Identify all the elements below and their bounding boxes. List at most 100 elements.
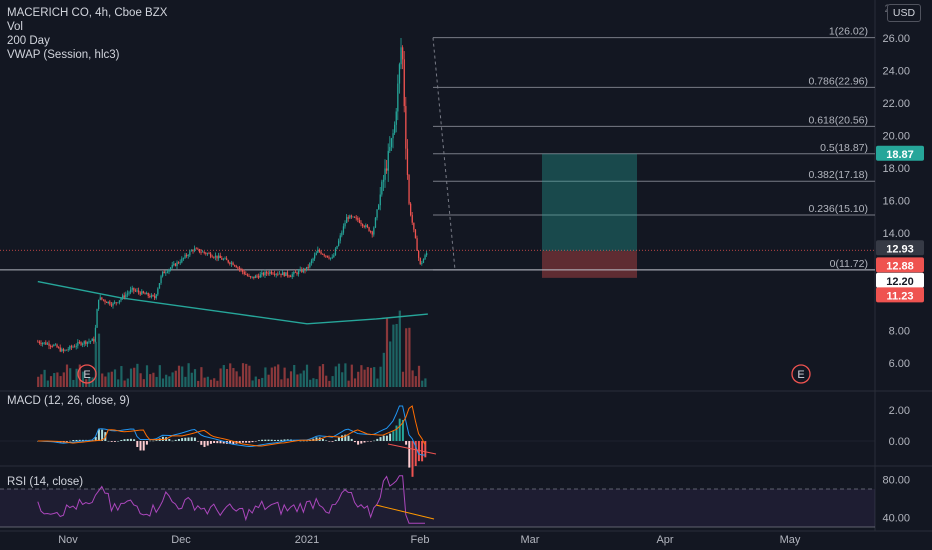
macd-histogram-bar: [302, 440, 305, 442]
currency-button[interactable]: USD: [887, 4, 921, 22]
macd-histogram-bar: [200, 441, 203, 445]
candle-body: [254, 275, 257, 279]
volume-bar: [158, 365, 161, 387]
candle-body: [414, 229, 417, 239]
vwap-indicator-label[interactable]: VWAP (Session, hlc3): [7, 49, 120, 61]
candle-body: [256, 275, 258, 277]
candle-body: [213, 257, 215, 259]
candle-body: [365, 225, 367, 227]
candle-body: [307, 266, 309, 268]
volume-bar: [376, 378, 379, 387]
volume-bar: [289, 371, 293, 387]
volume-bar: [197, 380, 200, 387]
candle-body: [238, 267, 241, 269]
volume-bar: [373, 367, 376, 387]
volume-bar: [168, 376, 171, 387]
candle-body: [344, 223, 346, 227]
volume-bar: [216, 380, 219, 387]
candle-body: [93, 338, 95, 342]
rsi-pane-label[interactable]: RSI (14, close): [7, 476, 84, 488]
volume-bar: [318, 366, 321, 387]
time-axis-label: 2021: [295, 534, 319, 546]
candle-body: [230, 262, 233, 264]
volume-bar: [417, 365, 421, 387]
volume-bar: [94, 341, 97, 387]
symbol-title[interactable]: MACERICH CO, 4h, Cboe BZX: [7, 7, 168, 19]
candle-body: [157, 288, 159, 295]
volume-bar: [213, 378, 216, 387]
ma-indicator-label[interactable]: 200 Day: [7, 35, 50, 47]
candle-body: [189, 251, 191, 256]
volume-bar: [193, 369, 197, 387]
candle-body: [107, 301, 109, 303]
position-loss-zone: [542, 251, 637, 278]
volume-bar: [46, 380, 49, 387]
macd-histogram-bar: [347, 435, 350, 441]
macd-histogram-bar: [280, 439, 283, 441]
volume-bar: [123, 380, 126, 387]
volume-bar: [341, 372, 344, 387]
candle-body: [301, 269, 303, 273]
volume-bar: [382, 352, 385, 387]
volume-bar: [40, 374, 43, 387]
time-axis-label: Dec: [171, 534, 191, 546]
candle-body: [149, 295, 151, 298]
volume-bar: [120, 366, 123, 387]
macd-histogram-bar: [337, 437, 340, 441]
candle-body: [395, 111, 397, 125]
candle-body: [304, 268, 306, 271]
candle-body: [200, 252, 202, 253]
macd-histogram-bar: [139, 441, 142, 451]
candle-body: [190, 250, 193, 252]
candle-body: [109, 301, 111, 305]
macd-pane-label[interactable]: MACD (12, 26, close, 9): [7, 395, 130, 407]
macd-histogram-bar: [184, 437, 187, 441]
candle-body: [184, 254, 186, 258]
macd-histogram-bar: [241, 441, 244, 443]
candle-body: [38, 341, 41, 344]
candle-body: [75, 345, 77, 347]
candle-body: [302, 268, 305, 273]
macd-histogram-bar: [177, 438, 180, 441]
candle-body: [331, 257, 333, 259]
volume-bar: [334, 366, 337, 387]
candle-body: [360, 222, 362, 225]
vol-indicator-label[interactable]: Vol: [7, 21, 23, 33]
candle-body: [40, 343, 42, 345]
volume-bar: [75, 368, 78, 387]
volume-bar: [152, 372, 155, 387]
price-tag: [876, 240, 924, 256]
volume-bar: [222, 365, 225, 387]
macd-histogram-bar: [363, 441, 366, 443]
candle-body: [283, 272, 285, 277]
candle-body: [126, 293, 129, 295]
volume-bar: [331, 376, 334, 387]
fib-level-label: 0.236(15.10): [808, 203, 868, 215]
candle-body: [410, 203, 412, 216]
price-axis-tick: 26.00: [882, 33, 910, 45]
candle-body: [162, 271, 164, 277]
volume-bar: [245, 363, 248, 387]
macd-histogram-bar: [155, 440, 158, 441]
volume-bar: [129, 368, 133, 387]
candle-body: [45, 342, 47, 345]
volume-bar: [229, 363, 232, 387]
candle-body: [154, 295, 156, 299]
candle-body: [408, 174, 410, 204]
candle-body: [253, 276, 255, 279]
volume-bar: [232, 368, 235, 387]
volume-bar: [277, 364, 280, 387]
candle-body: [99, 297, 101, 300]
price-tag-label: 12.20: [886, 276, 914, 288]
macd-histogram-bar: [382, 435, 385, 441]
candle-body: [102, 299, 105, 301]
candle-body: [219, 255, 221, 259]
candle-body: [187, 255, 189, 257]
candle-body: [285, 272, 287, 277]
candle-body: [379, 194, 381, 206]
macd-histogram-bar: [65, 441, 68, 442]
candle-body: [195, 248, 197, 250]
volume-bar: [350, 364, 353, 387]
volume-bar: [293, 364, 296, 387]
